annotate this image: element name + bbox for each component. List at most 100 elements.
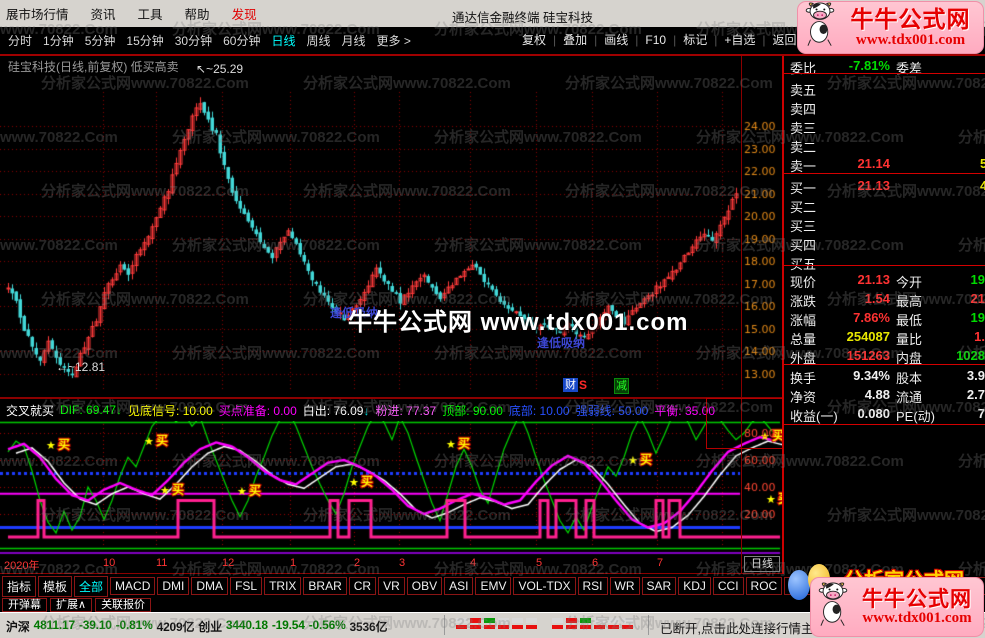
logo-title: 牛牛公式网: [862, 587, 972, 611]
detail-value-2: 19: [970, 310, 985, 325]
toolbar-actions: 复权 | 叠加 | 画线 | F10 | 标记 | +自选 | 返回: [522, 27, 797, 52]
index-value: 3440.18: [225, 618, 268, 632]
timeframe-tab-分时[interactable]: 分时: [8, 34, 33, 48]
indicator-tab-FSL[interactable]: FSL: [230, 577, 263, 595]
signal-cell: [552, 618, 563, 623]
x-axis-tick: 11: [156, 557, 168, 569]
index-change: -39.10: [78, 618, 112, 632]
param-text: 白出: 76.09: [302, 403, 364, 418]
menu-item-帮助[interactable]: 帮助: [184, 8, 210, 22]
indicator-tab-SAR[interactable]: SAR: [641, 577, 677, 595]
logo-title: 牛牛公式网: [850, 6, 971, 32]
toolbar-action-标记[interactable]: 标记: [683, 33, 708, 47]
menu-item-展市场行情[interactable]: 展市场行情: [6, 8, 69, 22]
detail-label-2: 最高: [896, 294, 923, 309]
main-chart-canvas[interactable]: [0, 56, 782, 397]
tab-模板[interactable]: 模板: [38, 575, 73, 597]
indicator-tab-VOL-TDX[interactable]: VOL-TDX: [513, 577, 576, 595]
indicator-param: DIF: 69.47↓: [60, 403, 122, 417]
quote-separator: [784, 73, 985, 74]
timeframe-tab-月线[interactable]: 月线: [341, 34, 366, 48]
signal-cell: [470, 618, 481, 623]
indicator-tab-EMV[interactable]: EMV: [475, 577, 512, 595]
indicator-tab-DMI[interactable]: DMI: [157, 577, 190, 595]
status-divider: [444, 615, 445, 635]
sell-level-label: 卖五: [790, 83, 817, 98]
sell-level-label: 卖二: [790, 140, 817, 155]
x-axis-tick: 6: [592, 557, 599, 569]
signal-cell: [456, 618, 467, 623]
tab-全部[interactable]: 全部: [74, 575, 109, 597]
toolbar-action-复权[interactable]: 复权: [522, 33, 547, 47]
index-amount: 4209亿: [156, 620, 195, 634]
timeframe-tab-30分钟[interactable]: 30分钟: [174, 34, 213, 48]
indicator-chart-canvas[interactable]: [0, 421, 782, 555]
detail-value-2: 1.: [974, 329, 985, 344]
indicator-tab-BRAR[interactable]: BRAR: [303, 577, 347, 595]
detail-label-2: 内盘: [896, 351, 923, 366]
timeframe-tab-5分钟[interactable]: 5分钟: [84, 34, 116, 48]
buy-hint-label: 逢低吸纳: [330, 306, 379, 320]
timeframe-tab-15分钟[interactable]: 15分钟: [126, 34, 164, 48]
timeframe-tab-1分钟[interactable]: 1分钟: [43, 34, 74, 48]
index-amount: 3536亿: [349, 620, 388, 634]
quote-separator: [784, 424, 985, 425]
indicator-param: 底部: 10.00: [509, 402, 570, 419]
timeframe-tab-日线[interactable]: 日线: [271, 34, 296, 48]
indicator-tab-ASI[interactable]: ASI: [444, 577, 474, 595]
signal-cell: [498, 625, 509, 629]
detail-row: 收益(一) 0.080 PE(动) 7: [784, 406, 985, 424]
subtab-扩展∧[interactable]: 扩展∧: [50, 598, 93, 612]
index-name: 创业: [198, 620, 222, 634]
buy-level-label: 买一: [790, 181, 817, 196]
indicator-tab-KDJ[interactable]: KDJ: [678, 577, 711, 595]
indicator-tab-DMA[interactable]: DMA: [191, 577, 229, 595]
detail-label: 总量: [790, 332, 817, 347]
quote-separator: [784, 265, 985, 266]
indicator-tab-VR[interactable]: VR: [378, 577, 405, 595]
indicator-tab-TRIX[interactable]: TRIX: [264, 577, 302, 595]
toolbar-action-画线[interactable]: 画线: [604, 33, 629, 47]
signal-cell: [566, 625, 577, 629]
signal-cell: [512, 625, 523, 629]
arrow-down-icon: ↓: [116, 403, 123, 417]
niuniu-logo-bottom[interactable]: 牛牛公式网 www.tdx001.com: [810, 577, 984, 637]
detail-label: 换手: [790, 371, 817, 386]
toolbar-action-F10[interactable]: F10: [645, 32, 667, 47]
indicator-tab-MACD[interactable]: MACD: [110, 577, 156, 595]
toolbar-action-返回[interactable]: 返回: [772, 33, 797, 47]
indicator-tab-WR[interactable]: WR: [609, 577, 640, 595]
toolbar-action-叠加[interactable]: 叠加: [563, 33, 588, 47]
sell-row: 卖二: [784, 137, 985, 155]
indicator-tab-RSI[interactable]: RSI: [577, 577, 608, 595]
buy-row: 买四: [784, 235, 985, 253]
x-axis-tick: 7: [657, 557, 664, 569]
menu-item-工具[interactable]: 工具: [137, 8, 163, 22]
timeframe-tab-周线[interactable]: 周线: [306, 34, 331, 48]
indicator-tab-OBV[interactable]: OBV: [406, 577, 443, 595]
toolbar-action-+自选[interactable]: +自选: [724, 33, 756, 47]
period-label: 日线: [744, 556, 780, 572]
indicator-tab-ROC[interactable]: ROC: [745, 577, 783, 595]
tab-指标[interactable]: 指标: [2, 575, 37, 597]
detail-value: 9.34%: [853, 368, 890, 383]
indicator-tab-CCI[interactable]: CCI: [712, 577, 744, 595]
timeframe-tab-60分钟[interactable]: 60分钟: [223, 34, 261, 48]
arrow-down-icon: ↓: [363, 403, 370, 418]
weibi-value: -7.81%: [848, 58, 890, 73]
menu-item-资讯[interactable]: 资讯: [90, 8, 116, 22]
detail-row: 净资 4.88 流通 2.7: [784, 387, 985, 405]
subtab-开弹幕[interactable]: 开弹幕: [2, 598, 47, 612]
timeframe-tab-更多 >[interactable]: 更多 >: [376, 34, 411, 48]
signal-cell: [456, 625, 467, 629]
sub-tab-bar: 开弹幕 扩展∧ 关联报价: [0, 598, 985, 612]
connection-status[interactable]: 已断开,点击此处连接行情主站: [660, 622, 826, 636]
menu-item-发现[interactable]: 发现: [231, 8, 257, 22]
signal-cell: [484, 618, 495, 623]
subtab-关联报价[interactable]: 关联报价: [95, 598, 152, 612]
indicator-tab-CR[interactable]: CR: [348, 577, 377, 595]
detail-label-2: 量比: [896, 332, 923, 347]
niuniu-logo-top[interactable]: 牛牛公式网 www.tdx001.com: [797, 1, 984, 54]
sell-volume-fragment: 5: [980, 156, 985, 171]
param-text: 交叉就买: [6, 403, 55, 418]
